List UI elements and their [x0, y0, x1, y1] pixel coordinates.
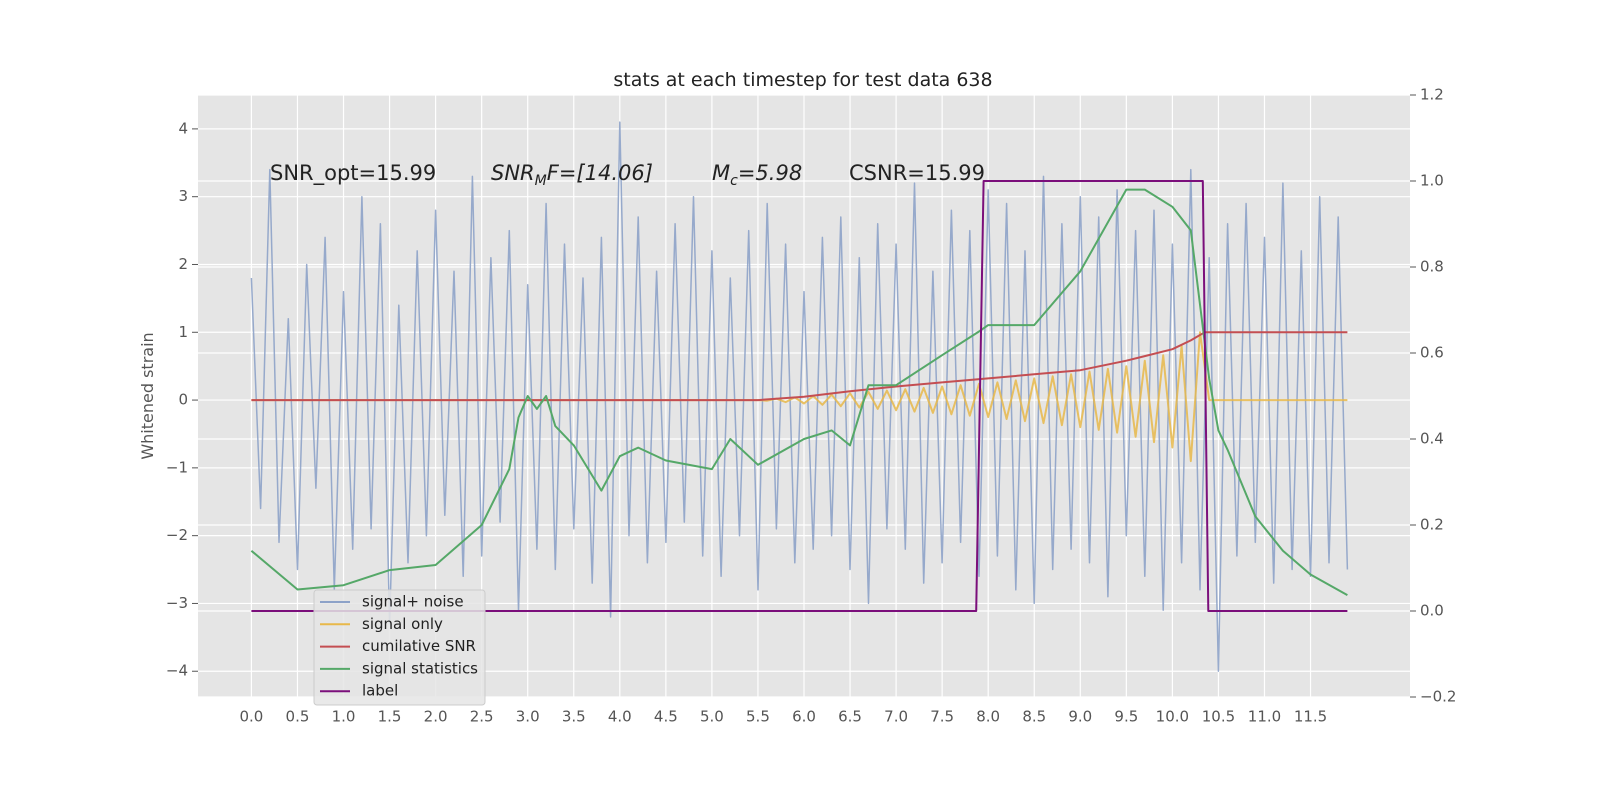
annotation-part: SNR_opt=15.99: [270, 161, 436, 186]
legend-label: label: [362, 682, 398, 700]
x-tick-label: 7.5: [930, 708, 954, 726]
series-line: [250, 121, 1349, 672]
annotation: Mc=5.98: [712, 161, 802, 189]
annotation: CSNR=15.99: [849, 161, 985, 185]
x-tick-label: 4.5: [654, 708, 678, 726]
annotation-part: CSNR=15.99: [849, 161, 985, 185]
annotation-part: =5.98: [738, 161, 802, 185]
x-tick-label: 1.5: [378, 708, 402, 726]
x-tick-label: 0.0: [239, 708, 263, 726]
series-line: [251, 331, 1348, 463]
x-tick-label: 4.0: [608, 708, 632, 726]
annotation-part: c: [730, 173, 738, 189]
y-tick-label: −2: [166, 526, 188, 544]
series-line: [250, 188, 1348, 596]
x-tick-label: 9.5: [1114, 708, 1138, 726]
x-tick-label: 5.5: [746, 708, 770, 726]
y-tick-label: −1: [166, 458, 188, 476]
legend-label: signal only: [362, 615, 443, 633]
x-tick-label: 9.0: [1068, 708, 1092, 726]
annotation: SNR_opt=15.99: [270, 161, 436, 186]
x-tick-label: 8.0: [976, 708, 1000, 726]
series-line: [251, 331, 1348, 402]
y-tick-label: 4: [178, 119, 188, 137]
x-tick-label: 5.0: [700, 708, 724, 726]
x-tick-label: 1.0: [332, 708, 356, 726]
legend-label: signal+ noise: [362, 593, 464, 611]
x-tick-label: 6.0: [792, 708, 816, 726]
y-tick-label: 3: [178, 187, 188, 205]
x-tick-label: 2.0: [424, 708, 448, 726]
y-axis-label: Whitened strain: [138, 332, 157, 459]
legend-label: cumilative SNR: [362, 637, 476, 655]
y-tick-label: 0: [178, 391, 188, 409]
y2-tick-label: 0.2: [1420, 516, 1444, 534]
x-tick-label: 6.5: [838, 708, 862, 726]
chart-title: stats at each timestep for test data 638: [613, 69, 992, 91]
y2-tick-label: 0.0: [1420, 602, 1444, 620]
x-tick-label: 3.0: [516, 708, 540, 726]
x-tick-label: 11.5: [1294, 708, 1327, 726]
x-tick-label: 8.5: [1022, 708, 1046, 726]
annotation: SNRMF=[14.06]: [491, 161, 653, 189]
annotation-part: M: [712, 161, 730, 185]
x-tick-label: 11.0: [1248, 708, 1281, 726]
y2-tick-label: 1.0: [1420, 172, 1444, 190]
annotation-part: M: [535, 173, 547, 189]
legend-label: signal statistics: [362, 659, 478, 677]
x-tick-label: 0.5: [286, 708, 310, 726]
series-line: [251, 180, 1348, 612]
y2-tick-label: 1.2: [1420, 86, 1444, 104]
legend-box: [313, 589, 486, 706]
y-tick-label: 2: [178, 255, 188, 273]
y-tick-label: 1: [178, 323, 188, 341]
y-tick-label: −4: [166, 662, 188, 680]
y2-tick-label: 0.8: [1420, 258, 1444, 276]
x-tick-label: 10.5: [1202, 708, 1235, 726]
y2-tick-label: 0.6: [1420, 344, 1444, 362]
annotation-part: F=[14.06]: [547, 161, 653, 185]
x-tick-label: 2.5: [470, 708, 494, 726]
annotation-part: SNR: [491, 161, 535, 185]
y2-tick-label: −0.2: [1420, 688, 1456, 706]
legend: signal+ noise signal only cumilative SNR si…: [313, 589, 486, 706]
x-tick-label: 3.5: [562, 708, 586, 726]
y2-tick-label: 0.4: [1420, 430, 1444, 448]
x-tick-label: 10.0: [1156, 708, 1189, 726]
x-tick-label: 7.0: [884, 708, 908, 726]
y-tick-label: −3: [166, 594, 188, 612]
